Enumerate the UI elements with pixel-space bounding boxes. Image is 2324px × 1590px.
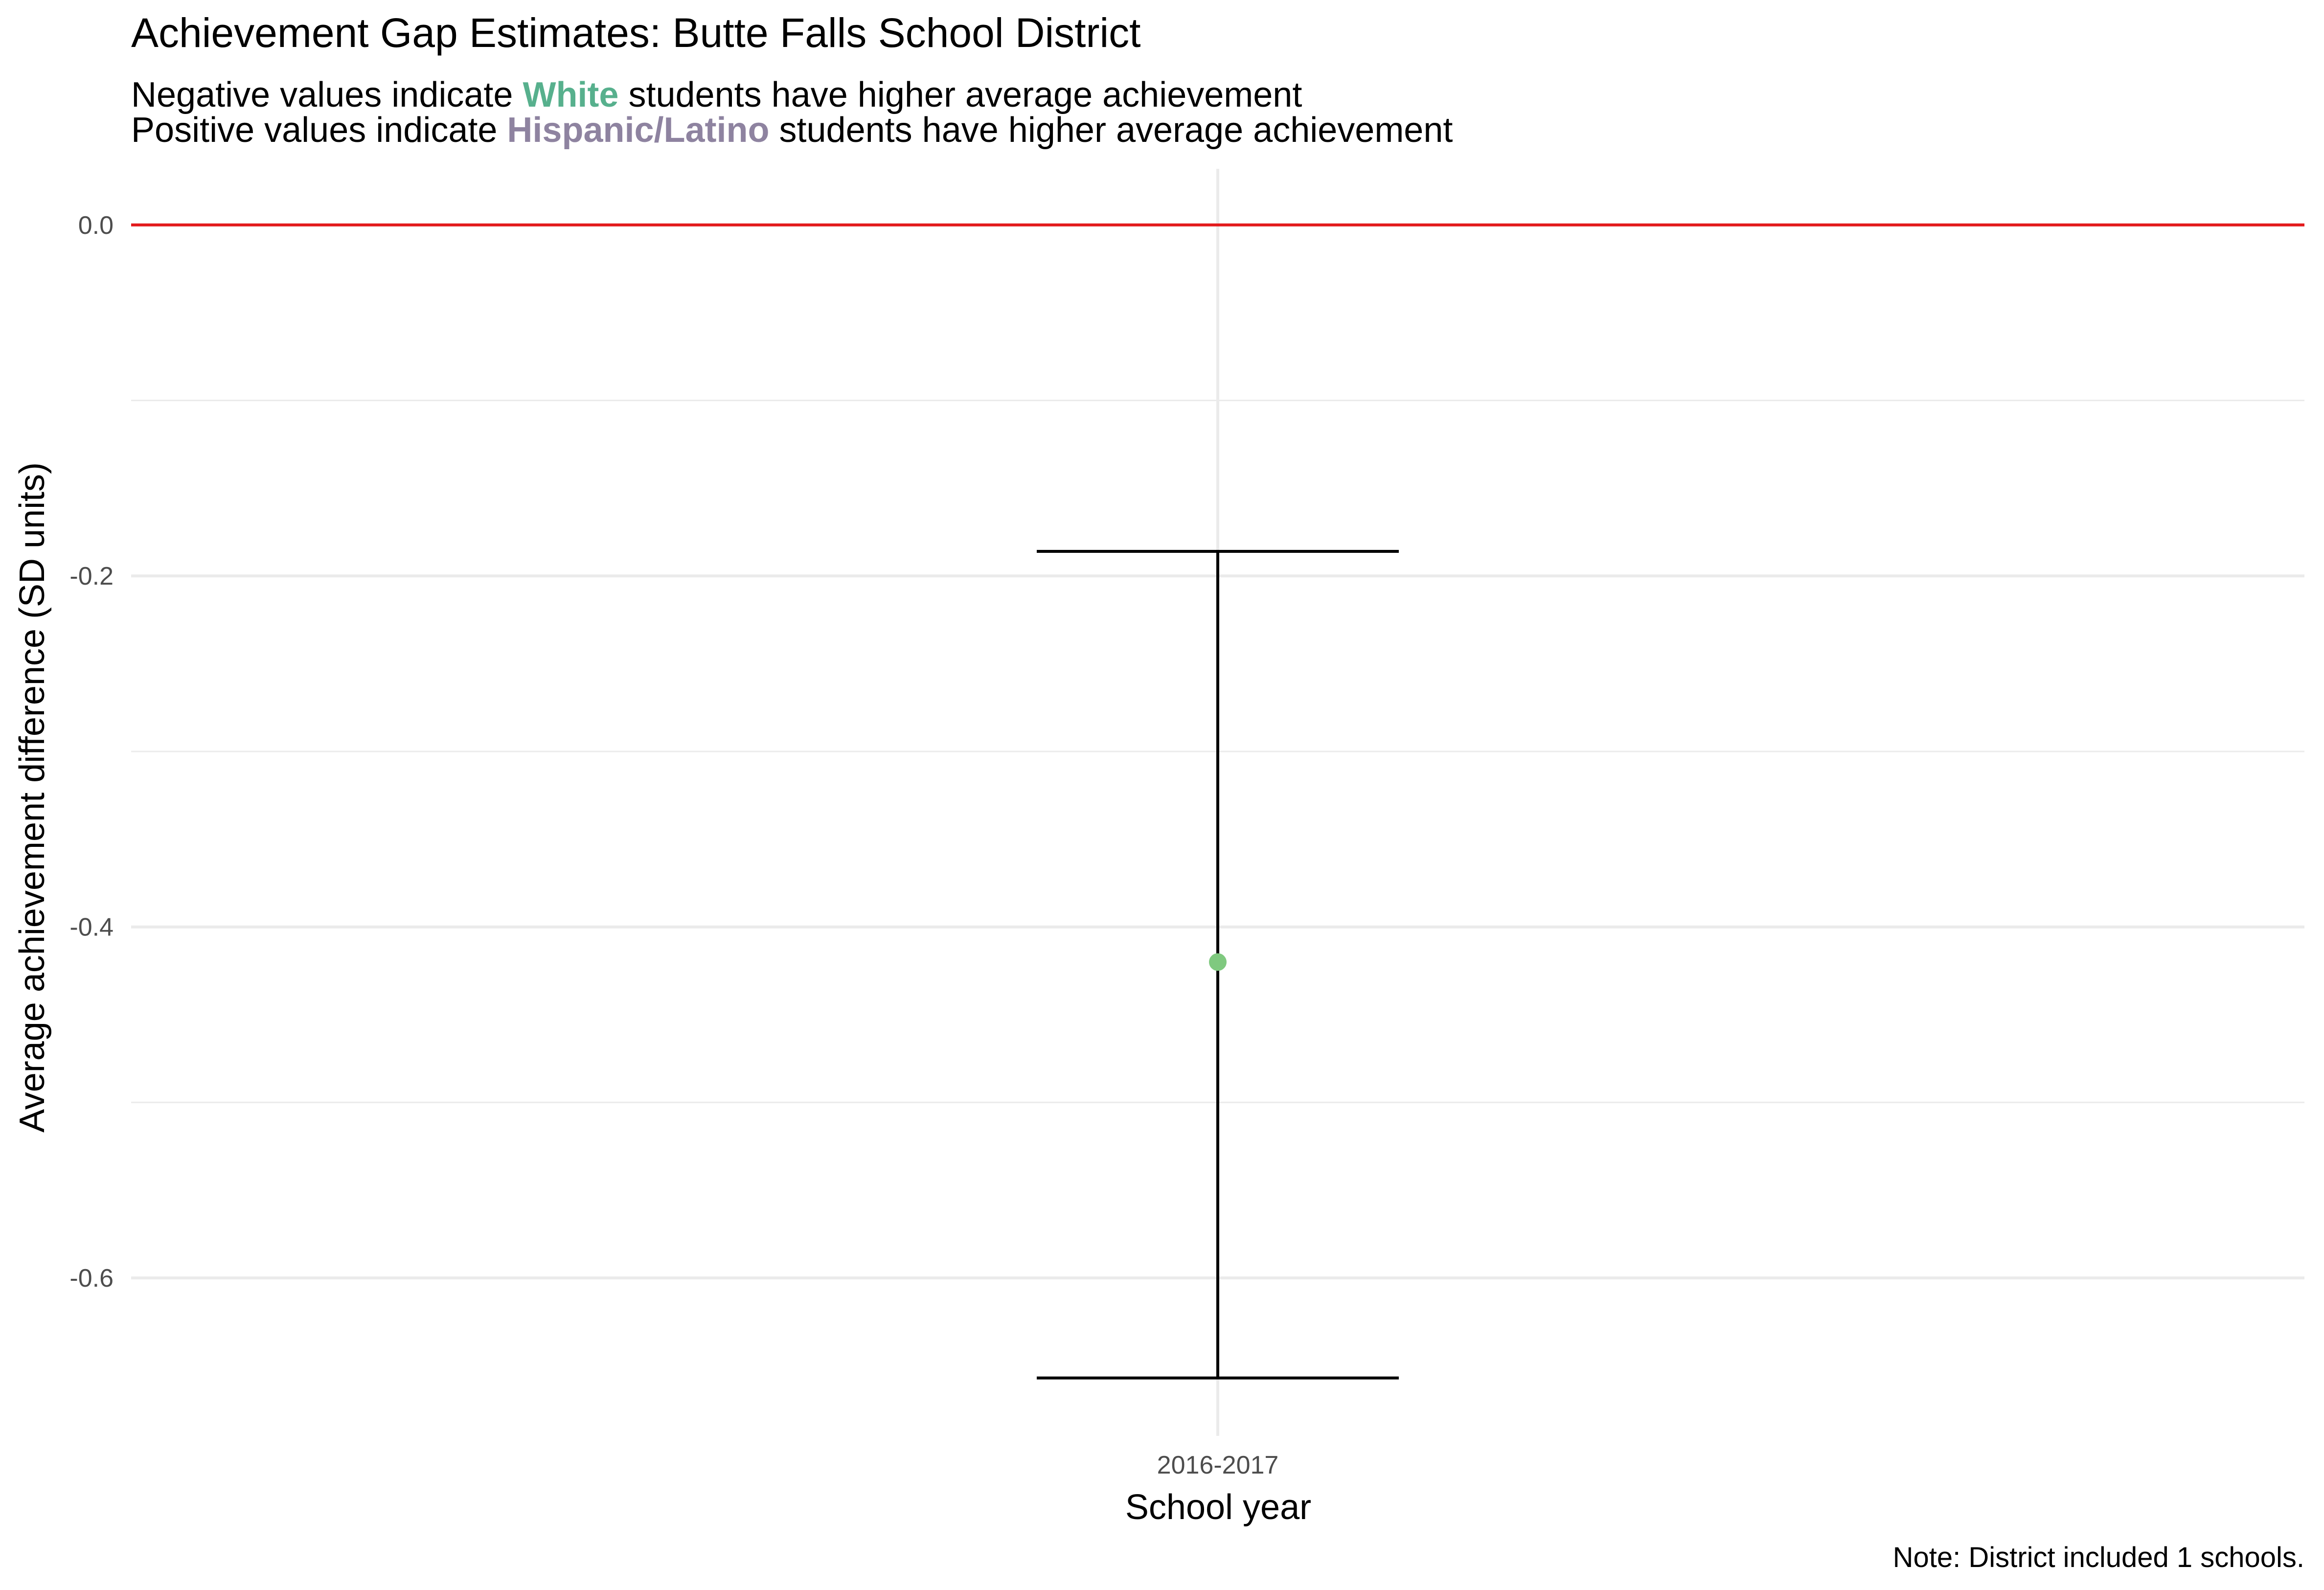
subtitle-2-after: students have higher average achievement xyxy=(769,111,1453,150)
data-point xyxy=(1209,953,1227,971)
x-axis-title: School year xyxy=(1125,1488,1311,1527)
subtitle-2-before: Positive values indicate xyxy=(131,111,507,150)
subtitle-1-before: Negative values indicate xyxy=(131,75,523,114)
subtitle-1-after: students have higher average achievement xyxy=(618,75,1302,114)
y-tick-label: -0.4 xyxy=(69,913,114,942)
chart-title: Achievement Gap Estimates: Butte Falls S… xyxy=(131,10,1140,56)
y-axis-title: Average achievement difference (SD units… xyxy=(13,462,52,1133)
y-tick-label: 0.0 xyxy=(78,211,114,240)
chart-subtitle-line-1: Negative values indicate White students … xyxy=(131,75,1302,114)
x-tick-label: 2016-2017 xyxy=(1157,1451,1279,1479)
chart-subtitle-line-2: Positive values indicate Hispanic/Latino… xyxy=(131,111,1453,150)
subtitle-1-highlight: White xyxy=(523,75,618,114)
y-tick-label: -0.6 xyxy=(69,1264,114,1293)
subtitle-2-highlight: Hispanic/Latino xyxy=(507,111,769,150)
x-tick-labels: 2016-2017 xyxy=(1157,1451,1279,1479)
data-points xyxy=(1209,953,1227,971)
y-tick-label: -0.2 xyxy=(69,562,114,591)
chart-caption: Note: District included 1 schools. xyxy=(1893,1542,2304,1573)
y-tick-labels: 0.0 -0.2 -0.4 -0.6 xyxy=(69,211,114,1293)
